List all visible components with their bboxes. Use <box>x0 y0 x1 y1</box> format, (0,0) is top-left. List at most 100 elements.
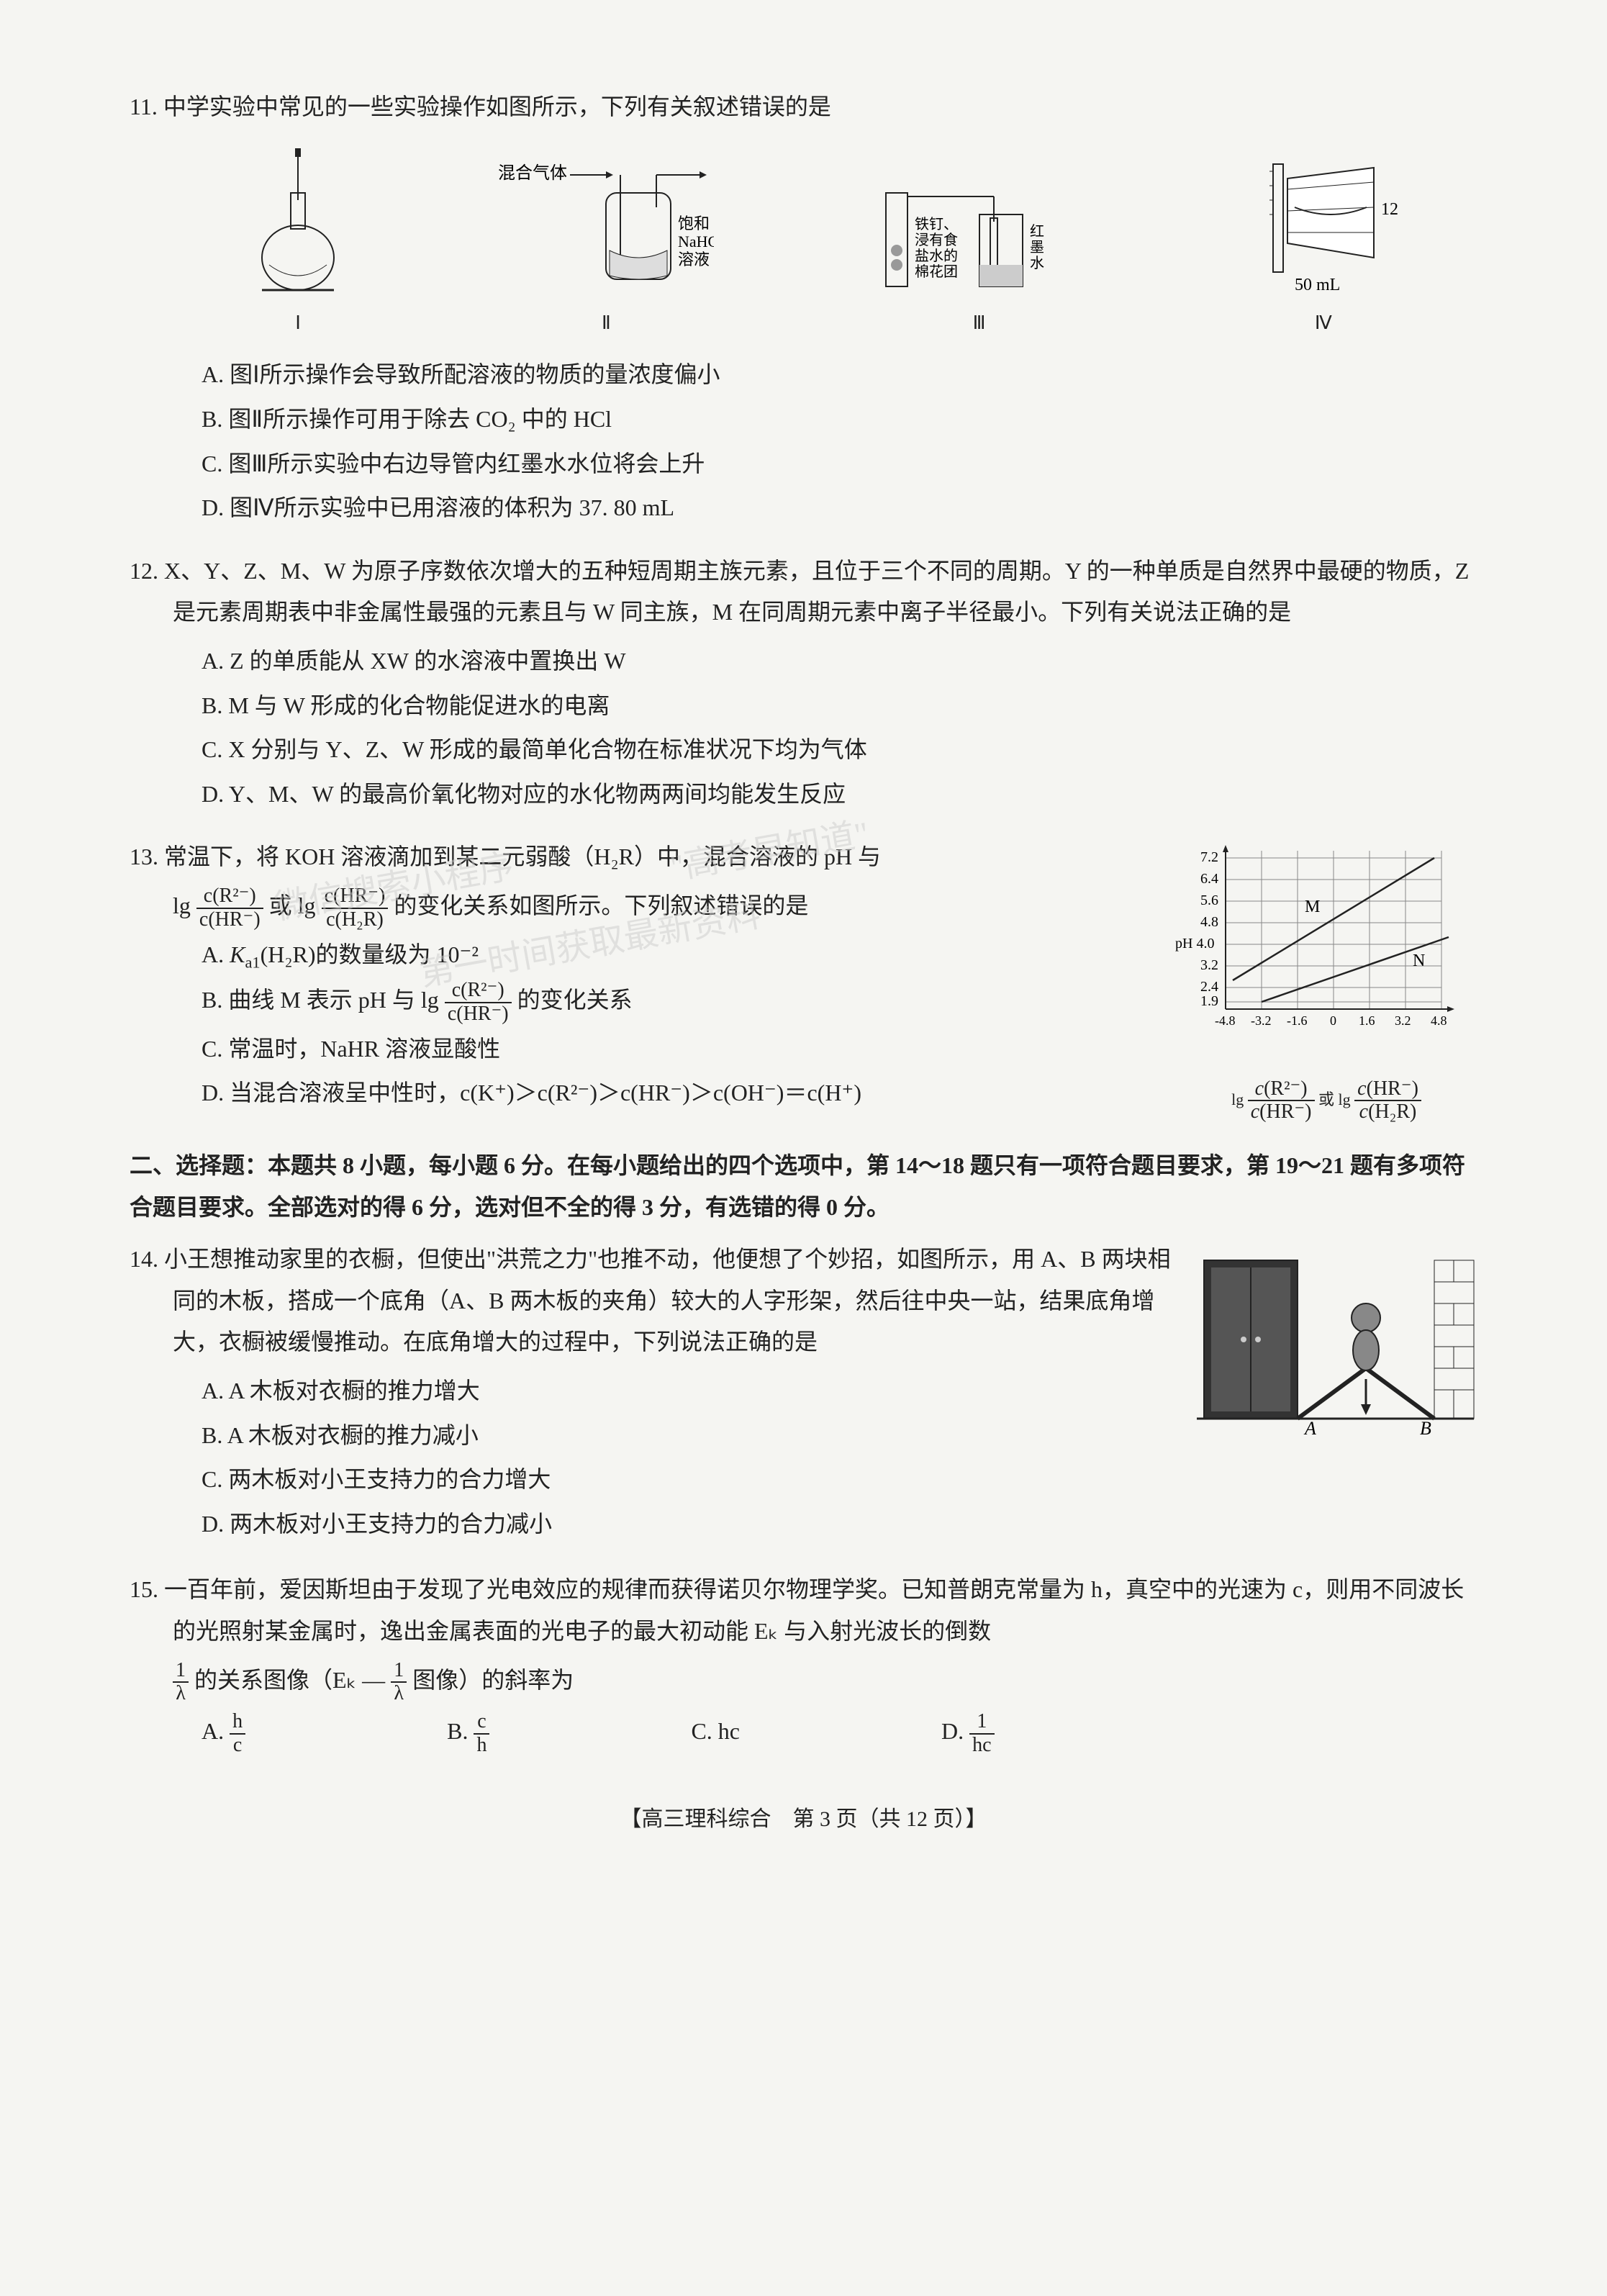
question-14: 14. 小王想推动家里的衣橱，但使出"洪荒之力"也推不动，他便想了个妙招，如图所… <box>130 1239 1477 1547</box>
question-13: 13. 常温下，将 KOH 溶液滴加到某二元弱酸（H₂R）中，混合溶液的 pH … <box>130 836 1477 1124</box>
q15-stem-p2: 的关系图像（Eₖ — <box>194 1667 385 1693</box>
q11-option-b: B. 图Ⅱ所示操作可用于除去 CO₂ 中的 HCl <box>130 399 1477 440</box>
frac-1-lambda: 1 λ <box>173 1660 189 1706</box>
svg-text:饱和: 饱和 <box>678 214 710 232</box>
q13-option-d: D. 当混合溶液呈中性时，c(K⁺)＞c(R²⁻)＞c(HR⁻)＞c(OH⁻)＝… <box>130 1072 1161 1114</box>
q15-option-b: B. ch <box>447 1711 489 1757</box>
svg-text:3.2: 3.2 <box>1395 1013 1411 1028</box>
svg-text:M: M <box>1305 898 1320 916</box>
svg-text:溶液: 溶液 <box>678 250 710 268</box>
iron-rust-icon: 铁钉、 浸有食 盐水的 棉花团 红 墨 水 <box>864 157 1095 301</box>
q11-option-c: C. 图Ⅲ所示实验中右边导管内红墨水水位将会上升 <box>130 443 1477 485</box>
question-12: 12. X、Y、Z、M、W 为原子序数依次增大的五种短周期主族元素，且位于三个不… <box>130 551 1477 815</box>
q15-number: 15. <box>130 1576 158 1602</box>
q14-option-d: D. 两木板对小王支持力的合力减小 <box>130 1504 1175 1545</box>
q11-option-a: A. 图Ⅰ所示操作会导致所配溶液的物质的量浓度偏小 <box>130 354 1477 396</box>
vol-50ml: 50 mL <box>1295 276 1340 294</box>
q12-option-b: B. M 与 W 形成的化合物能促进水的电离 <box>130 685 1477 727</box>
svg-text:-1.6: -1.6 <box>1287 1013 1308 1028</box>
q11-label-3: Ⅲ <box>973 307 986 340</box>
q14-number: 14. <box>130 1246 158 1272</box>
svg-text:7.2: 7.2 <box>1200 849 1218 865</box>
svg-text:NaHCO₃: NaHCO₃ <box>678 232 714 250</box>
q13-option-a: A. Ka1(H₂R)的数量级为 10⁻² <box>130 934 1161 977</box>
ph-chart-icon: M N 7.2 6.4 5.6 4.8 pH 4.0 3.2 2.4 1.9 -… <box>1175 836 1477 1067</box>
svg-text:水: 水 <box>1030 255 1044 271</box>
q12-option-d: D. Y、M、W 的最高价氧化物对应的水化物两两间均能发生反应 <box>130 774 1477 815</box>
label-b: B <box>1420 1418 1431 1439</box>
lg-mid: 或 lg <box>269 892 316 918</box>
svg-text:4.8: 4.8 <box>1431 1013 1447 1028</box>
label-a: A <box>1303 1418 1316 1439</box>
svg-text:1.9: 1.9 <box>1200 993 1218 1009</box>
page-footer: 【高三理科综合 第 3 页（共 12 页）】 <box>130 1800 1477 1839</box>
q11-stem-text: 中学实验中常见的一些实验操作如图所示，下列有关叙述错误的是 <box>163 94 831 119</box>
gas-washing-icon: 混合气体 饱和 NaHCO₃ 溶液 <box>498 157 714 301</box>
svg-text:红: 红 <box>1030 223 1044 240</box>
q11-label-2: Ⅱ <box>602 307 611 340</box>
q12-number: 12. <box>130 558 158 584</box>
svg-text:-4.8: -4.8 <box>1215 1013 1236 1028</box>
q11-stem: 11. 中学实验中常见的一些实验操作如图所示，下列有关叙述错误的是 <box>130 86 1477 128</box>
q14-option-c: C. 两木板对小王支持力的合力增大 <box>130 1459 1175 1501</box>
q15-stem-line2: 1 λ 的关系图像（Eₖ — 1 λ 图像）的斜率为 <box>130 1660 1477 1706</box>
q11-diagram-1: Ⅰ <box>248 143 348 340</box>
q13-x-axis-label: lg c(R²⁻)c(HR⁻) 或 lg c(HR⁻)c(H₂R) <box>1175 1078 1477 1124</box>
burette-icon: 12 50 mL <box>1244 157 1403 301</box>
q13-number: 13. <box>130 844 158 869</box>
question-15: 15. 一百年前，爱因斯坦由于发现了光电效应的规律而获得诺贝尔物理学奖。已知普朗… <box>130 1569 1477 1756</box>
svg-text:4.8: 4.8 <box>1200 914 1218 930</box>
svg-text:5.6: 5.6 <box>1200 892 1218 908</box>
svg-text:pH 4.0: pH 4.0 <box>1175 936 1214 952</box>
q11-diagram-2: 混合气体 饱和 NaHCO₃ 溶液 Ⅱ <box>498 157 714 340</box>
question-11: 11. 中学实验中常见的一些实验操作如图所示，下列有关叙述错误的是 Ⅰ 混合气体 <box>130 86 1477 529</box>
frac-1-lambda-2: 1 λ <box>391 1660 407 1706</box>
q11-diagram-3: 铁钉、 浸有食 盐水的 棉花团 红 墨 水 Ⅲ <box>864 157 1095 340</box>
q15-option-d: D. 1hc <box>941 1711 995 1757</box>
svg-text:棉花团: 棉花团 <box>915 263 958 280</box>
q13-stem-p1: 常温下，将 KOH 溶液滴加到某二元弱酸（H₂R）中，混合溶液的 pH 与 <box>164 844 881 869</box>
q14-stem: 14. 小王想推动家里的衣橱，但使出"洪荒之力"也推不动，他便想了个妙招，如图所… <box>130 1239 1175 1363</box>
lg-prefix-1: lg <box>173 892 191 918</box>
q12-stem-text: X、Y、Z、M、W 为原子序数依次增大的五种短周期主族元素，且位于三个不同的周期… <box>164 558 1469 625</box>
svg-text:1.6: 1.6 <box>1359 1013 1375 1028</box>
svg-text:N: N <box>1413 952 1425 970</box>
svg-text:浸有食: 浸有食 <box>915 232 958 248</box>
svg-text:3.2: 3.2 <box>1200 957 1218 973</box>
q13-option-c: C. 常温时，NaHR 溶液显酸性 <box>130 1029 1161 1070</box>
mix-gas-label: 混合气体 <box>498 163 567 183</box>
svg-text:铁钉、: 铁钉、 <box>915 216 958 232</box>
q15-option-a: A. hc <box>202 1711 245 1757</box>
q11-diagram-4: 12 50 mL Ⅳ <box>1244 157 1403 340</box>
frac-r2-hr: c(R²⁻) c(HR⁻) <box>196 885 263 931</box>
q13-chart: M N 7.2 6.4 5.6 4.8 pH 4.0 3.2 2.4 1.9 -… <box>1175 836 1477 1124</box>
q15-stem-p3: 图像）的斜率为 <box>412 1667 574 1693</box>
svg-text:0: 0 <box>1330 1013 1336 1028</box>
q13-stem: 13. 常温下，将 KOH 溶液滴加到某二元弱酸（H₂R）中，混合溶液的 pH … <box>130 836 1161 878</box>
q15-stem: 15. 一百年前，爱因斯坦由于发现了光电效应的规律而获得诺贝尔物理学奖。已知普朗… <box>130 1569 1477 1652</box>
q13-stem-p2-post: 的变化关系如图所示。下列叙述错误的是 <box>394 892 808 918</box>
q11-option-d: D. 图Ⅳ所示实验中已用溶液的体积为 37. 80 mL <box>130 487 1477 529</box>
svg-text:盐水的: 盐水的 <box>915 248 958 264</box>
q15-option-c: C. hc <box>691 1711 740 1757</box>
frac-b: c(R²⁻) c(HR⁻) <box>445 980 512 1026</box>
section-2-header: 二、选择题：本题共 8 小题，每小题 6 分。在每小题给出的四个选项中，第 14… <box>130 1145 1477 1228</box>
svg-text:-3.2: -3.2 <box>1251 1013 1272 1028</box>
q14-figure: A B <box>1190 1239 1477 1454</box>
svg-text:6.4: 6.4 <box>1200 871 1218 887</box>
q11-label-1: Ⅰ <box>295 307 301 340</box>
svg-text:墨: 墨 <box>1030 240 1044 256</box>
q13-stem-line2: lg c(R²⁻) c(HR⁻) 或 lg c(HR⁻) c(H₂R) 的变化关… <box>130 885 1161 931</box>
q12-option-a: A. Z 的单质能从 XW 的水溶液中置换出 W <box>130 641 1477 682</box>
q13-option-b: B. 曲线 M 表示 pH 与 lg c(R²⁻) c(HR⁻) 的变化关系 <box>130 980 1161 1026</box>
q15-options: A. hc B. ch C. hc D. 1hc <box>130 1711 1477 1757</box>
q12-stem: 12. X、Y、Z、M、W 为原子序数依次增大的五种短周期主族元素，且位于三个不… <box>130 551 1477 633</box>
svg-text:2.4: 2.4 <box>1200 979 1218 995</box>
q14-stem-text: 小王想推动家里的衣橱，但使出"洪荒之力"也推不动，他便想了个妙招，如图所示，用 … <box>164 1246 1171 1355</box>
q15-stem-p1: 一百年前，爱因斯坦由于发现了光电效应的规律而获得诺贝尔物理学奖。已知普朗克常量为… <box>164 1576 1464 1644</box>
q11-number: 11. <box>130 94 158 119</box>
q14-option-a: A. A 木板对衣橱的推力增大 <box>130 1370 1175 1412</box>
q11-label-4: Ⅳ <box>1315 307 1332 340</box>
wardrobe-scene-icon: A B <box>1190 1239 1477 1440</box>
mark-12: 12 <box>1381 200 1398 219</box>
